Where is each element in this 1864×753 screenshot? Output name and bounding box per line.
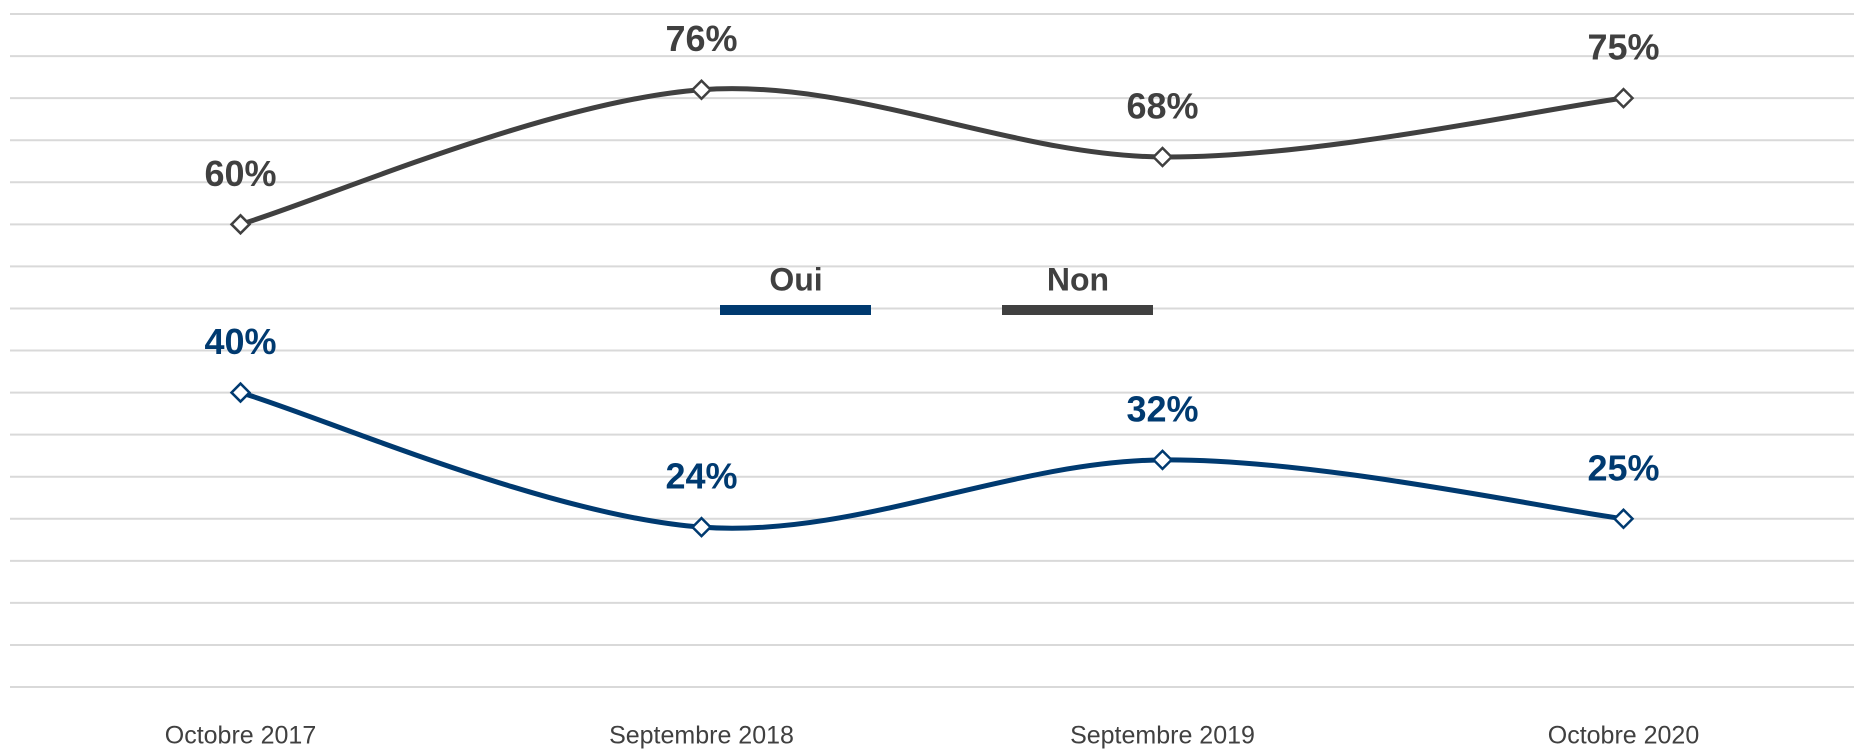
point-marker — [690, 516, 713, 538]
data-label: 24% — [665, 456, 737, 497]
legend-swatch — [720, 305, 871, 315]
x-tick-label: Octobre 2020 — [1548, 722, 1700, 750]
series-line — [239, 86, 1624, 227]
data-label: 40% — [204, 321, 276, 362]
point-marker — [229, 381, 252, 404]
data-label: 32% — [1126, 388, 1198, 429]
data-label: 76% — [665, 18, 737, 59]
x-tick-label: Septembre 2019 — [1070, 722, 1255, 750]
point-marker — [1612, 507, 1635, 530]
point-marker — [1151, 146, 1174, 168]
point-marker — [1612, 87, 1635, 109]
data-label: 25% — [1587, 447, 1659, 488]
x-tick-label: Octobre 2017 — [165, 722, 317, 750]
legend-label: Oui — [769, 261, 822, 297]
data-label: 75% — [1587, 27, 1659, 68]
point-marker — [229, 213, 252, 236]
legend-label: Non — [1047, 261, 1109, 297]
legend-swatch — [1002, 305, 1153, 315]
series-line — [239, 390, 1624, 531]
data-label: 68% — [1126, 86, 1198, 127]
data-label: 60% — [204, 153, 276, 194]
point-marker — [1151, 449, 1174, 471]
point-marker — [690, 78, 713, 101]
x-tick-label: Septembre 2018 — [609, 722, 794, 750]
